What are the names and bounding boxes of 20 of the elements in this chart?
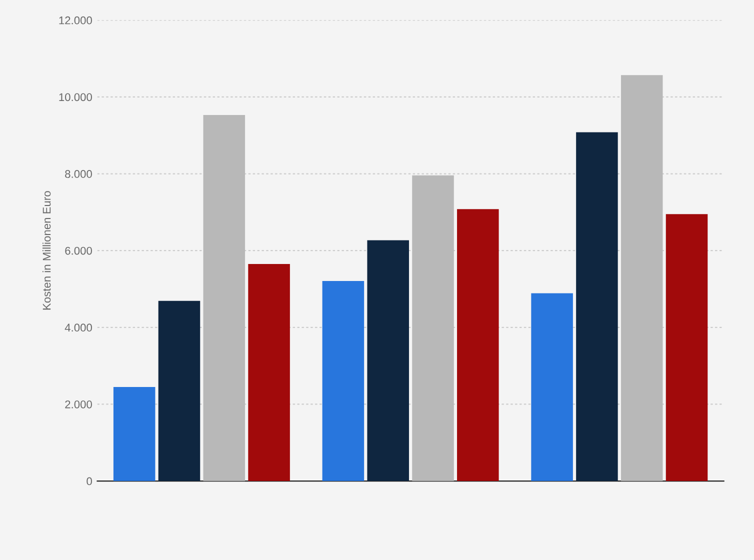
bar [412,175,454,482]
bar [158,300,200,482]
bar [248,264,290,482]
bar [203,115,246,482]
y-tick-label: 0 [86,477,92,486]
bar [531,293,573,482]
bar [666,214,708,482]
bar [457,209,499,482]
bar [367,240,409,482]
bar [576,132,618,482]
y-tick-label: 12.000 [59,16,92,24]
y-tick-label: 2.000 [65,400,92,408]
y-tick-label: 4.000 [64,324,92,332]
y-tick-label: 8.000 [65,170,92,178]
bar [322,280,364,482]
bar [620,75,663,482]
y-tick-label: 10.000 [59,93,92,102]
y-tick-label: 6.000 [65,246,92,255]
bar [113,386,156,482]
y-axis-title: Kosten in Millionen Euro [42,191,51,310]
